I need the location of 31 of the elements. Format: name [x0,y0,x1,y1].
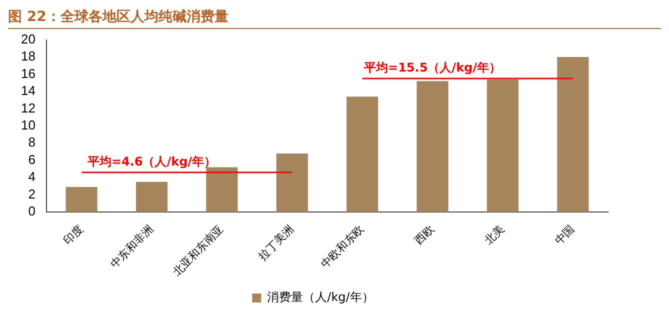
x-tick-label: 印度 [60,222,86,248]
bar [276,153,308,212]
y-tick-label: 20 [20,31,36,46]
x-tick-label: 中东和非洲 [108,222,156,271]
y-tick-label: 14 [20,83,36,98]
x-tick-label: 北美 [482,222,507,248]
y-tick-label: 6 [28,152,36,167]
y-tick-label: 18 [20,48,36,64]
y-tick-label: 4 [28,169,36,184]
x-tick-label: 西欧 [412,222,437,248]
x-tick-label: 中国 [552,222,578,248]
bar [66,187,98,212]
y-tick-label: 10 [20,117,36,132]
bar [206,167,238,212]
bar [416,81,448,212]
x-tick-label: 拉丁美洲 [256,222,296,263]
x-tick-label: 北亚和东南亚 [170,222,226,278]
chart-title: 图 22：全球各地区人均纯碱消费量 [8,8,661,29]
y-tick-label: 2 [28,186,36,202]
legend-label: 消费量（人/kg/年） [267,290,374,304]
bar [136,182,168,212]
x-tick-label: 中欧和东欧 [318,222,366,271]
y-tick-label: 12 [20,100,36,116]
y-tick-label: 16 [20,66,36,81]
y-tick-label: 8 [28,134,36,150]
annotation: 平均=15.5（人/kg/年） [363,60,502,75]
bar [486,79,519,212]
bar [557,57,589,212]
bar [346,96,378,212]
annotation: 平均=4.6（人/kg/年） [86,154,216,169]
y-tick-label: 0 [28,204,36,219]
